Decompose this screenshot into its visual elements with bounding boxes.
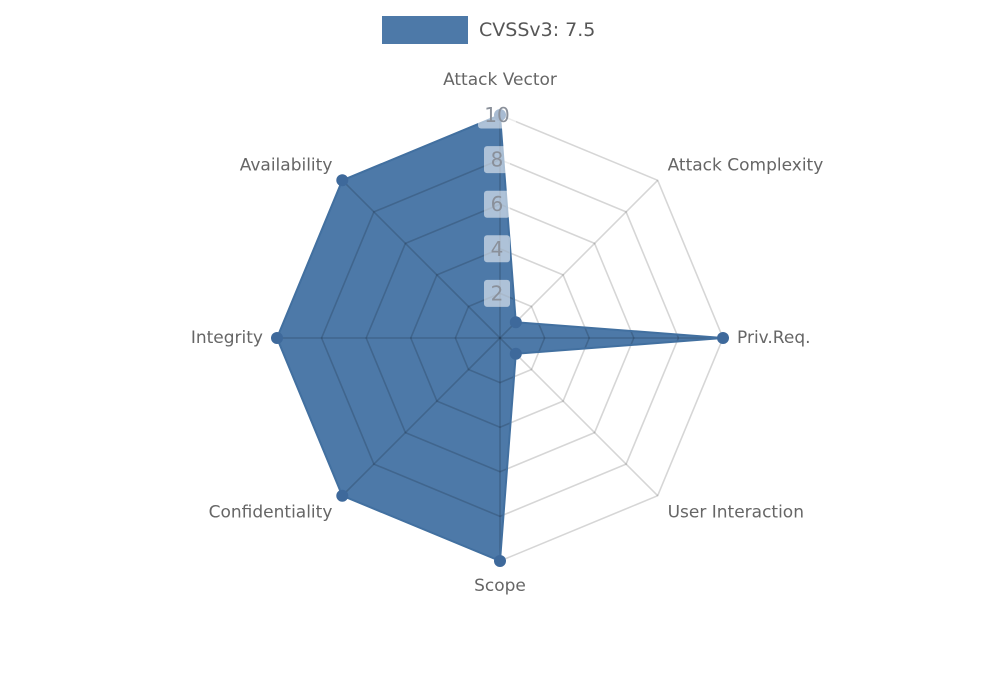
tick-label: 2: [491, 281, 504, 305]
tick-box: [484, 279, 510, 307]
tick-box: [484, 146, 510, 174]
data-point-user-interaction[interactable]: [509, 347, 522, 360]
axis-label-scope: Scope: [474, 576, 526, 596]
legend-swatch: [382, 16, 468, 44]
tick-box: [484, 190, 510, 218]
axis-labels: Attack Vector Attack Complexity Priv.Req. U…: [191, 70, 823, 596]
grid-ring: [365, 203, 635, 473]
axis-label-availability: Availability: [240, 155, 333, 175]
tick-box: [484, 235, 510, 263]
tick-label: 8: [491, 148, 504, 172]
grid-ring: [454, 292, 546, 384]
tick-box: [478, 101, 516, 129]
axis-label-confidentiality: Confidentiality: [209, 503, 333, 523]
tick-label: 10: [484, 103, 509, 127]
axis-label-priv-req-: Priv.Req.: [737, 328, 811, 348]
axis-label-user-interaction: User Interaction: [668, 503, 804, 523]
grid-spoke: [499, 337, 659, 497]
legend-label: CVSSv3: 7.5: [479, 19, 596, 41]
grid-ring: [409, 247, 591, 429]
data-point-attack-complexity[interactable]: [509, 316, 522, 329]
grid-spoke: [499, 179, 659, 339]
data-point-integrity[interactable]: [271, 332, 283, 344]
axis-label-attack-vector: Attack Vector: [443, 70, 557, 90]
tick-label: 4: [491, 237, 504, 261]
tick-label: 6: [491, 192, 504, 216]
legend-item-cvssv3[interactable]: CVSSv3: 7.5: [382, 16, 595, 44]
axis-label-attack-complexity: Attack Complexity: [668, 155, 824, 175]
data-point-confidentiality[interactable]: [336, 489, 349, 502]
axis-label-integrity: Integrity: [191, 328, 263, 348]
data-point-priv-req-[interactable]: [717, 332, 729, 344]
grid-ring: [320, 158, 680, 518]
series-area: [277, 115, 723, 561]
data-point-availability[interactable]: [336, 174, 349, 187]
grid-spoke: [341, 179, 501, 339]
data-point-scope[interactable]: [494, 555, 506, 567]
tick-labels: 2 4 6 8 10: [478, 101, 516, 307]
grid-spoke: [341, 337, 501, 497]
